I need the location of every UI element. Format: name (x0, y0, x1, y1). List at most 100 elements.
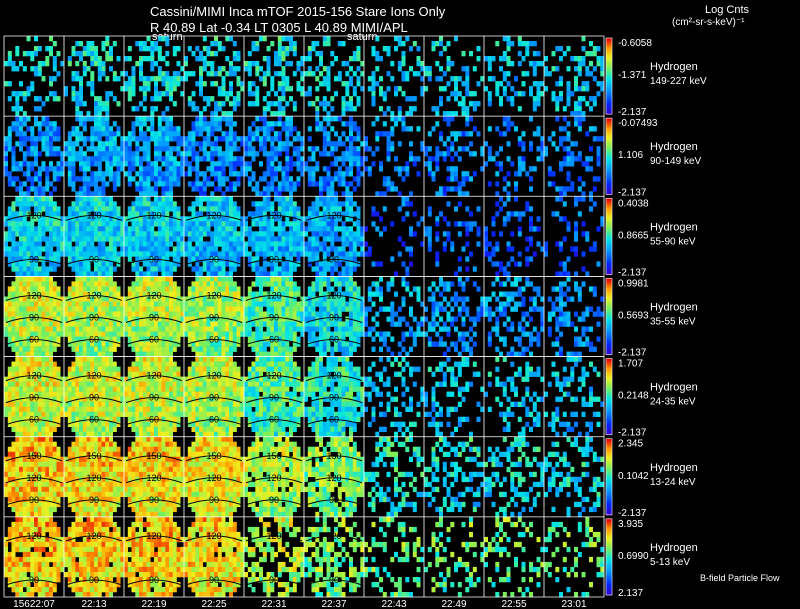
heatmap-pixel (206, 51, 211, 57)
heatmap-pixel (45, 206, 50, 212)
heatmap-pixel (266, 296, 271, 302)
heatmap-pixel (352, 86, 357, 92)
heatmap-pixel (206, 216, 211, 222)
heatmap-pixel (247, 251, 252, 257)
heatmap-pixel (461, 181, 466, 187)
heatmap-pixel (577, 101, 582, 107)
heatmap-pixel (45, 146, 50, 152)
heatmap-pixel (75, 266, 80, 272)
heatmap-pixel (97, 106, 102, 112)
heatmap-pixel (352, 151, 357, 157)
heatmap-pixel (71, 96, 76, 102)
heatmap-pixel (127, 331, 132, 337)
heatmap-pixel (49, 296, 53, 302)
heatmap-pixel (11, 346, 16, 352)
heatmap-pixel (79, 296, 83, 302)
heatmap-pixel (165, 61, 170, 67)
heatmap-pixel (360, 61, 365, 67)
heatmap-pixel (109, 311, 113, 317)
heatmap-pixel (214, 321, 218, 327)
heatmap-pixel (127, 141, 132, 147)
heatmap-pixel (116, 286, 121, 292)
heatmap-pixel (150, 276, 155, 282)
heatmap-pixel (270, 326, 275, 332)
heatmap-pixel (345, 196, 350, 202)
heatmap-pixel (446, 111, 451, 117)
heatmap-pixel (499, 146, 503, 152)
heatmap-pixel (270, 226, 275, 232)
heatmap-pixel (337, 181, 342, 187)
heatmap-pixel (574, 201, 578, 207)
heatmap-pixel (214, 286, 218, 292)
heatmap-pixel (161, 191, 166, 197)
heatmap-pixel (199, 121, 203, 127)
heatmap-pixel (225, 316, 230, 322)
heatmap-pixel (142, 256, 147, 262)
heatmap-pixel (221, 151, 226, 157)
heatmap-pixel (124, 156, 128, 162)
heatmap-pixel (169, 221, 173, 227)
heatmap-pixel (461, 106, 466, 112)
heatmap-pixel (300, 236, 305, 242)
heatmap-pixel (240, 156, 245, 162)
heatmap-pixel (11, 256, 16, 262)
heatmap-pixel (86, 186, 91, 192)
heatmap-pixel (322, 236, 327, 242)
heatmap-pixel (86, 201, 91, 207)
heatmap-pixel (236, 206, 241, 212)
heatmap-pixel (7, 96, 12, 102)
heatmap-pixel (22, 331, 27, 337)
heatmap-pixel (277, 46, 282, 52)
heatmap-pixel (15, 216, 20, 222)
heatmap-pixel (382, 91, 387, 97)
colorbar-segment (606, 200, 612, 203)
heatmap-pixel (165, 156, 170, 162)
heatmap-pixel (506, 171, 511, 177)
heatmap-pixel (529, 256, 533, 262)
heatmap-pixel (172, 226, 177, 232)
heatmap-pixel (476, 56, 481, 62)
heatmap-pixel (139, 281, 143, 287)
heatmap-pixel (49, 326, 53, 332)
heatmap-pixel (217, 231, 222, 237)
heatmap-pixel (487, 126, 492, 132)
heatmap-pixel (247, 181, 252, 187)
heatmap-pixel (101, 41, 106, 47)
heatmap-pixel (277, 191, 282, 197)
heatmap-pixel (176, 76, 181, 82)
heatmap-pixel (191, 286, 196, 292)
heatmap-pixel (52, 311, 57, 317)
heatmap-pixel (266, 171, 271, 177)
heatmap-pixel (90, 136, 95, 142)
heatmap-pixel (139, 161, 143, 167)
colorbar-max: -0.6058 (618, 38, 652, 49)
heatmap-pixel (135, 61, 140, 67)
heatmap-pixel (600, 81, 605, 87)
heatmap-pixel (172, 311, 177, 317)
heatmap-pixel (247, 71, 252, 77)
heatmap-pixel (251, 266, 256, 272)
heatmap-pixel (52, 261, 57, 267)
heatmap-pixel (296, 226, 301, 232)
heatmap-pixel (131, 71, 136, 77)
heatmap-pixel (86, 41, 91, 47)
heatmap-pixel (285, 256, 290, 262)
heatmap-pixel (97, 66, 102, 72)
heatmap-pixel (259, 146, 263, 152)
heatmap-pixel (446, 166, 451, 172)
heatmap-pixel (255, 86, 260, 92)
heatmap-pixel (11, 211, 16, 217)
heatmap-pixel (157, 156, 162, 162)
heatmap-pixel (300, 246, 305, 252)
heatmap-pixel (75, 341, 80, 347)
colorbar-segment (606, 158, 612, 161)
heatmap-pixel (191, 266, 196, 272)
heatmap-pixel (574, 196, 578, 202)
heatmap-pixel (266, 251, 271, 257)
heatmap-pixel (75, 241, 80, 247)
heatmap-pixel (424, 66, 428, 72)
heatmap-pixel (52, 61, 57, 67)
heatmap-pixel (86, 176, 91, 182)
heatmap-pixel (71, 326, 76, 332)
heatmap-pixel (165, 351, 170, 357)
